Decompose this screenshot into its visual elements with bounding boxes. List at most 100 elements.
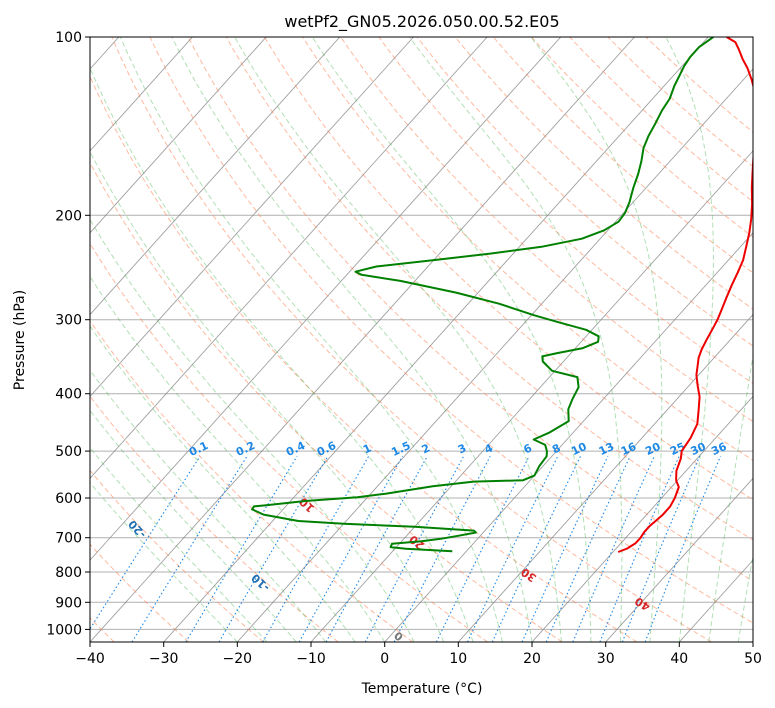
isotherm-line bbox=[90, 37, 341, 316]
y-tick-label: 100 bbox=[55, 30, 82, 46]
dry-adiabat-label: 40 bbox=[632, 594, 652, 613]
mixing-ratio-label: 20 bbox=[643, 440, 663, 458]
y-axis-ticks: 100 200 300 400 500 600 700 800 900 1000 bbox=[46, 30, 90, 638]
mixing-ratio-label: 4 bbox=[483, 441, 496, 456]
moist-adiabat-line bbox=[90, 409, 297, 642]
isotherm-line bbox=[605, 477, 753, 642]
isotherm-grid bbox=[90, 37, 753, 642]
dewpoint-profile-line bbox=[251, 37, 714, 553]
mixing-ratio-label: 0.6 bbox=[315, 439, 338, 459]
mixing-ratio-label: 25 bbox=[668, 440, 687, 458]
isotherm-line bbox=[310, 150, 753, 642]
dry-adiabat-label: -10 bbox=[249, 571, 273, 594]
isotherm-line bbox=[90, 37, 193, 152]
mixing-ratio-line bbox=[521, 455, 609, 642]
mixing-ratio-label: 36 bbox=[709, 440, 729, 458]
dry-adiabat-line bbox=[187, 37, 753, 582]
x-tick-label: −30 bbox=[149, 651, 179, 667]
x-tick-label: 0 bbox=[380, 651, 389, 667]
isobar-grid bbox=[90, 37, 753, 630]
moist-adiabat-line bbox=[90, 446, 268, 642]
y-tick-label: 900 bbox=[55, 595, 82, 611]
moist-adiabat-line bbox=[90, 369, 327, 642]
isotherm-line bbox=[531, 395, 753, 642]
dry-adiabat-label: -20 bbox=[126, 517, 149, 541]
mixing-ratio-line bbox=[621, 455, 701, 642]
mixing-ratio-label: 0.4 bbox=[284, 439, 307, 459]
moist-adiabat-line bbox=[90, 275, 386, 642]
mixing-ratio-label: 13 bbox=[597, 440, 616, 458]
dry-adiabat-line bbox=[90, 395, 339, 642]
dry-adiabat-line bbox=[111, 37, 712, 642]
mixing-ratio-label: 0.1 bbox=[187, 439, 210, 459]
isotherm-line bbox=[90, 37, 562, 561]
dry-adiabat-line bbox=[90, 161, 563, 642]
moist-adiabat-line bbox=[234, 37, 562, 642]
isotherm-line bbox=[90, 37, 635, 642]
mixing-ratio-label: 1.5 bbox=[389, 439, 412, 459]
y-tick-label: 400 bbox=[55, 387, 82, 403]
plot-frame bbox=[89, 36, 754, 643]
isotherm-line bbox=[90, 37, 488, 480]
x-axis-label: Temperature (°C) bbox=[361, 681, 483, 697]
x-tick-label: 50 bbox=[744, 651, 762, 667]
sounding-series bbox=[251, 37, 753, 553]
mixing-ratio-line bbox=[467, 455, 559, 642]
mixing-ratio-line bbox=[644, 455, 722, 642]
moist-adiabat-line bbox=[90, 481, 238, 642]
mixing-ratio-label: 2 bbox=[420, 442, 432, 457]
mixing-ratio-line bbox=[599, 455, 680, 642]
mixing-ratio-line bbox=[491, 455, 581, 642]
moist-adiabat-line bbox=[90, 325, 356, 642]
y-tick-label: 700 bbox=[55, 531, 82, 547]
dry-adiabat-line bbox=[607, 37, 753, 168]
moist-adiabat-line bbox=[530, 37, 663, 642]
isotherm-line bbox=[678, 559, 753, 642]
isotherm-line bbox=[163, 37, 709, 642]
x-tick-label: 20 bbox=[523, 651, 541, 667]
mixing-ratio-line bbox=[545, 455, 631, 642]
x-tick-label: 30 bbox=[597, 651, 615, 667]
dry-adiabat-line bbox=[225, 37, 753, 541]
isotherm-line bbox=[90, 37, 414, 398]
moist-adiabats bbox=[90, 37, 753, 642]
dry-adiabat-line bbox=[149, 37, 753, 624]
x-tick-label: −40 bbox=[75, 651, 105, 667]
isotherm-line bbox=[384, 232, 753, 642]
isotherm-line bbox=[90, 37, 267, 234]
moist-adiabat-line bbox=[90, 66, 474, 642]
y-tick-label: 500 bbox=[55, 444, 82, 460]
y-axis-label: Pressure (hPa) bbox=[12, 290, 28, 390]
isotherm-line bbox=[457, 313, 753, 642]
dry-adiabat-label: 0 bbox=[392, 628, 406, 643]
moist-adiabat-line bbox=[119, 37, 503, 642]
mixing-ratio-line bbox=[572, 455, 655, 642]
dry-adiabat-line bbox=[90, 242, 488, 642]
mixing-ratio-line bbox=[218, 455, 329, 642]
dry-adiabat-line bbox=[493, 37, 753, 274]
mixing-ratio-line bbox=[185, 455, 298, 642]
mixing-ratio-label: 10 bbox=[569, 440, 589, 458]
moist-adiabat-line bbox=[311, 37, 592, 642]
dry-adiabat-line bbox=[90, 543, 190, 642]
moist-adiabat-line bbox=[408, 37, 623, 642]
dry-adiabat-line bbox=[90, 469, 264, 642]
mixing-ratio-label: 16 bbox=[619, 440, 639, 458]
dry-adiabat-line bbox=[302, 37, 753, 461]
moist-adiabat-line bbox=[90, 218, 415, 642]
x-tick-label: 40 bbox=[670, 651, 688, 667]
mixing-ratio-label: 1 bbox=[361, 442, 373, 457]
temperature-profile-line bbox=[617, 37, 753, 553]
x-tick-label: 10 bbox=[449, 651, 467, 667]
x-tick-label: −10 bbox=[296, 651, 326, 667]
y-tick-label: 800 bbox=[55, 565, 82, 581]
x-axis-ticks: −40 −30 −20 −10 0 10 20 30 40 50 bbox=[75, 642, 762, 667]
dry-adiabat-line bbox=[90, 75, 638, 642]
mixing-ratio-line bbox=[435, 455, 530, 642]
dry-adiabat-label: -30 bbox=[16, 463, 39, 487]
moist-adiabat-line bbox=[665, 37, 714, 642]
moist-adiabat-line bbox=[737, 553, 753, 642]
mixing-ratio-label: 30 bbox=[689, 440, 709, 458]
